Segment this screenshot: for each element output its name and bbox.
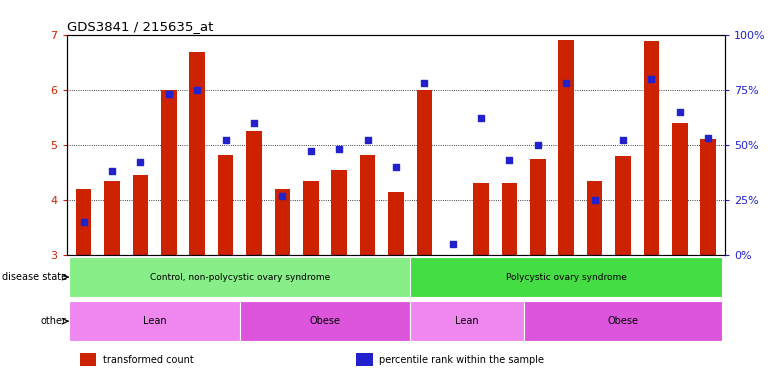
Text: Polycystic ovary syndrome: Polycystic ovary syndrome: [506, 273, 626, 281]
Bar: [410, 257, 722, 297]
Point: [673, 109, 686, 115]
Bar: [70, 301, 240, 341]
Bar: [332, 170, 347, 255]
Point: [503, 157, 516, 163]
Point: [560, 80, 572, 86]
Point: [78, 219, 90, 225]
Bar: [360, 155, 376, 255]
Bar: [672, 123, 688, 255]
Bar: [700, 139, 716, 255]
Bar: [474, 184, 489, 255]
Bar: [615, 156, 631, 255]
Text: Control, non-polycystic ovary syndrome: Control, non-polycystic ovary syndrome: [150, 273, 330, 281]
Text: Obese: Obese: [608, 316, 638, 326]
Text: transformed count: transformed count: [103, 355, 194, 365]
Bar: [246, 131, 262, 255]
Text: GDS3841 / 215635_at: GDS3841 / 215635_at: [67, 20, 213, 33]
Bar: [644, 41, 659, 255]
Point: [446, 241, 459, 247]
Text: other: other: [41, 316, 67, 326]
Bar: [530, 159, 546, 255]
Point: [304, 148, 317, 154]
Bar: [104, 180, 120, 255]
Bar: [190, 52, 205, 255]
Point: [390, 164, 402, 170]
Point: [106, 168, 118, 174]
Bar: [70, 257, 410, 297]
Bar: [218, 155, 234, 255]
Bar: [524, 301, 722, 341]
Bar: [132, 175, 148, 255]
Bar: [240, 301, 410, 341]
Bar: [357, 353, 373, 366]
Bar: [410, 301, 524, 341]
Bar: [274, 189, 290, 255]
Bar: [161, 90, 176, 255]
Point: [248, 120, 260, 126]
Point: [191, 87, 204, 93]
Bar: [76, 189, 92, 255]
Bar: [558, 40, 574, 255]
Point: [134, 159, 147, 166]
Point: [162, 91, 175, 97]
Text: Lean: Lean: [455, 316, 479, 326]
Point: [645, 76, 658, 82]
Bar: [303, 180, 318, 255]
Bar: [502, 184, 517, 255]
Point: [361, 137, 374, 144]
Point: [418, 80, 430, 86]
Bar: [388, 192, 404, 255]
Bar: [586, 180, 602, 255]
Point: [333, 146, 346, 152]
Point: [617, 137, 630, 144]
Bar: [80, 353, 96, 366]
Text: disease state: disease state: [2, 272, 67, 282]
Point: [702, 135, 714, 141]
Point: [475, 115, 488, 121]
Point: [220, 137, 232, 144]
Point: [588, 197, 601, 203]
Text: percentile rank within the sample: percentile rank within the sample: [379, 355, 544, 365]
Point: [532, 142, 544, 148]
Point: [276, 192, 289, 199]
Text: Lean: Lean: [143, 316, 166, 326]
Text: Obese: Obese: [310, 316, 340, 326]
Bar: [416, 90, 432, 255]
